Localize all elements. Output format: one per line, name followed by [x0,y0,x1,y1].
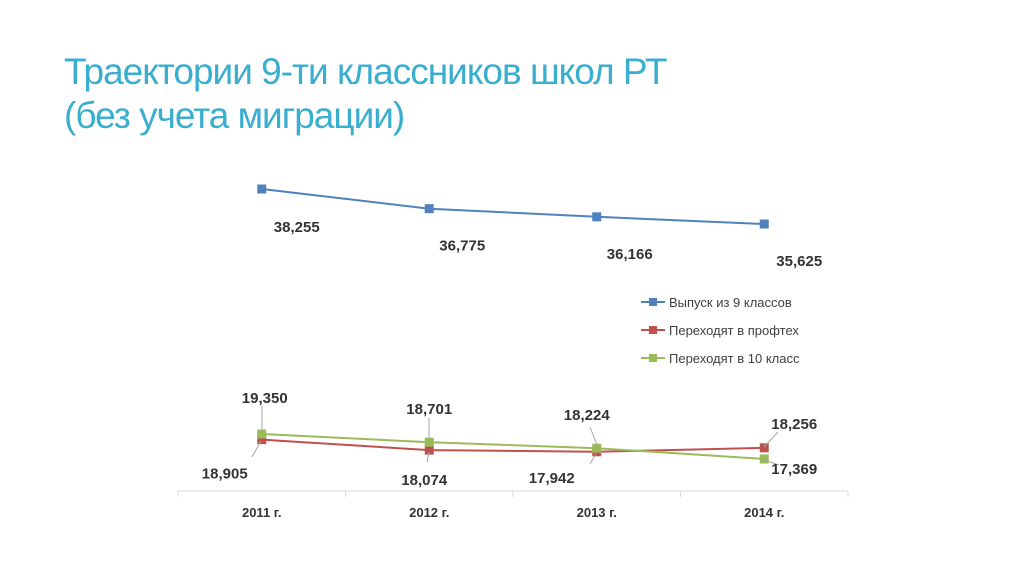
data-label-leader [589,453,597,465]
x-tick-label: 2011 г. [242,505,282,520]
data-label: 35,625 [776,253,822,270]
data-label: 36,775 [439,238,485,255]
data-label: 18,701 [406,401,452,418]
legend-marker [649,326,657,334]
data-label-leader [763,431,779,448]
title-line-1: Траектории 9-ти классников школ РТ [64,51,667,92]
data-label: 36,166 [607,246,653,263]
data-label-leader [426,451,430,463]
data-point [759,454,769,464]
legend-label: Выпуск из 9 классов [669,295,792,310]
x-tick-label: 2012 г. [409,505,449,520]
data-point [424,445,434,455]
series-line [261,438,765,453]
data-label: 18,224 [564,407,611,424]
page-title: Траектории 9-ти классников школ РТ (без … [64,50,667,138]
legend-marker [649,298,657,306]
legend-marker [649,354,657,362]
data-point [424,437,434,447]
title-line-2: (без учета миграции) [64,95,405,136]
data-label-leader [763,459,780,466]
data-point [257,184,267,194]
data-label: 17,369 [771,461,817,478]
data-label: 18,074 [401,472,448,489]
data-label-leader [589,426,598,446]
x-tick-label: 2013 г. [577,505,617,520]
data-point [592,212,602,222]
data-label: 18,905 [202,466,248,483]
data-point [592,443,602,453]
series-line [261,433,765,460]
data-point [257,429,267,439]
data-point [424,204,434,214]
x-tick-label: 2014 г. [744,505,784,520]
data-point [759,443,769,453]
data-label-leader [251,440,262,458]
data-point [257,435,267,445]
data-label: 18,256 [771,416,817,433]
data-point [759,219,769,229]
legend-label: Переходят в 10 класс [669,351,800,366]
series-line [261,188,765,225]
data-label: 38,255 [274,219,320,236]
legend-label: Переходят в профтех [669,323,799,338]
data-label: 17,942 [529,470,575,487]
data-label: 19,350 [242,390,288,407]
